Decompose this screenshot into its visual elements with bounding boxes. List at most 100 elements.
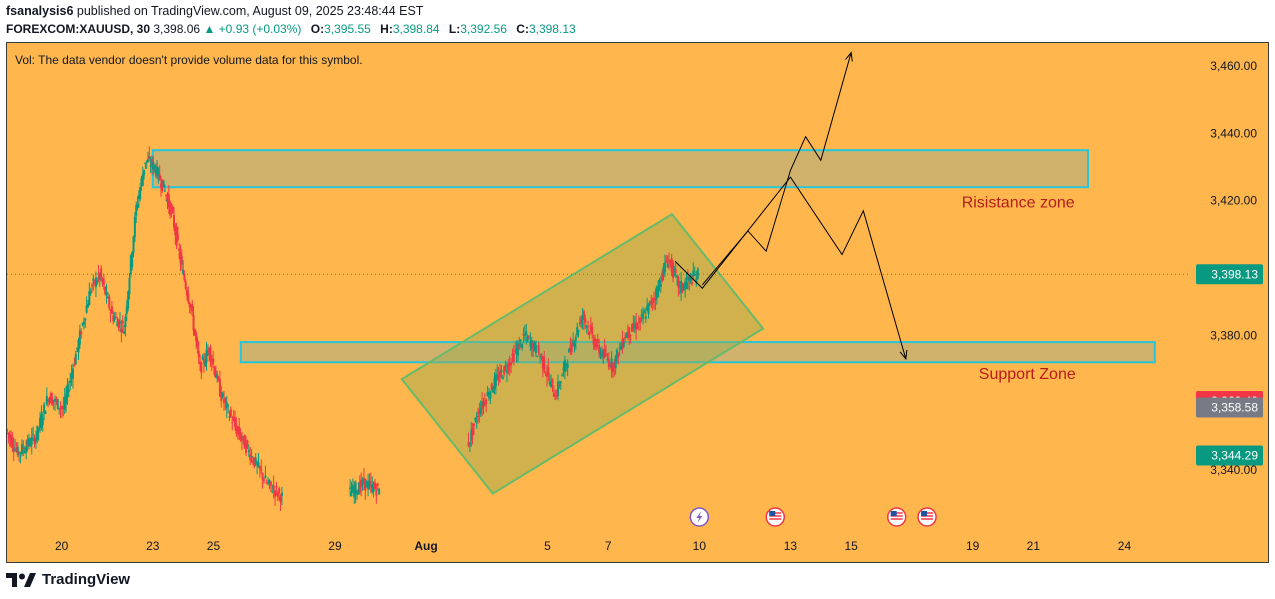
candle-body [169, 201, 172, 216]
symbol-label[interactable]: FOREXCOM:XAUUSD, 30 [6, 22, 151, 36]
candle-body [688, 276, 691, 282]
candle-body [43, 404, 46, 412]
candle-body [143, 169, 146, 176]
candle-body [550, 381, 553, 387]
candle-body [140, 177, 143, 184]
candle-body [533, 342, 536, 349]
candle-body [133, 216, 136, 237]
candle-body [197, 350, 200, 357]
candle-body [529, 341, 532, 347]
candle-body [216, 374, 219, 379]
candle-body [86, 303, 89, 308]
candle-body [361, 479, 364, 485]
candle-body [117, 319, 120, 329]
candle-body [173, 215, 176, 228]
candle-body [39, 417, 42, 428]
candle-body [135, 205, 138, 216]
chart-pane[interactable] [6, 42, 1269, 563]
candle-body [578, 322, 581, 325]
candle-body [521, 343, 524, 348]
candle-body [486, 391, 489, 396]
candle-body [547, 367, 550, 375]
x-tick-label: 15 [844, 539, 858, 553]
candle-body [468, 442, 471, 446]
candle-body [19, 452, 22, 454]
x-tick-label: 23 [146, 539, 160, 553]
candle-body [154, 168, 157, 176]
candle-body [14, 448, 17, 451]
candle-body [225, 402, 228, 409]
support-zone [239, 341, 1156, 364]
candle-body [510, 362, 513, 366]
candle-body [174, 226, 177, 236]
candle-body [119, 321, 122, 324]
candle-body [220, 391, 223, 402]
author-name[interactable]: fsanalysis6 [6, 4, 74, 18]
candle-body [497, 376, 500, 381]
ohlc-legend: FOREXCOM:XAUUSD, 30 3,398.06 ▲ +0.93 (+0… [6, 22, 576, 36]
candle-body [576, 327, 579, 335]
x-tick-label: 10 [693, 539, 707, 553]
candle-body [628, 327, 631, 338]
candle-body [599, 352, 602, 356]
candle-body [214, 371, 217, 379]
candle-body [471, 427, 474, 436]
candle-body [250, 455, 253, 458]
candle-body [153, 165, 156, 169]
candle-body [235, 425, 238, 434]
candle-body [229, 409, 232, 417]
candle-body [150, 159, 153, 167]
candle-body [189, 304, 192, 309]
candle-body [245, 440, 248, 454]
us-flag-icon [886, 507, 907, 527]
candle-body [672, 262, 675, 278]
candle-body [690, 281, 693, 285]
candle-body [128, 278, 131, 295]
price-label-last [1196, 445, 1263, 466]
y-tick-label: 3,340.00 [1210, 463, 1257, 477]
candle-body [635, 322, 638, 331]
candle-body [616, 349, 619, 358]
candle-body [500, 369, 503, 373]
candle-body [279, 496, 282, 503]
candle-body [350, 491, 353, 497]
candle-body [501, 376, 504, 379]
close-value: 3,398.13 [528, 22, 576, 36]
volume-note: Vol: The data vendor doesn't provide vol… [15, 53, 363, 67]
candle-body [611, 363, 614, 373]
candle-body [507, 363, 510, 371]
candle-body [66, 384, 69, 397]
candle-body [27, 438, 30, 445]
candle-body [26, 439, 29, 447]
candle-body [201, 356, 204, 360]
candle-body [210, 359, 213, 362]
candle-body [376, 483, 379, 486]
candle-body [680, 281, 683, 293]
candle-body [555, 394, 558, 397]
candle-body [499, 370, 502, 378]
candle-body [663, 262, 666, 273]
candle-body [265, 482, 268, 484]
candle-body [253, 457, 256, 467]
candle-body [548, 381, 551, 384]
candle-body [85, 305, 88, 313]
candle-body [120, 328, 123, 333]
candle-body [369, 481, 372, 484]
candle-body [132, 236, 135, 254]
candle-body [494, 374, 497, 387]
candle-body [183, 274, 186, 281]
candle-body [158, 173, 161, 180]
candle-body [528, 336, 531, 338]
projection-up-path-arrowhead [845, 51, 853, 62]
candle-body [52, 399, 55, 402]
x-tick-label: 20 [55, 539, 69, 553]
candle-body [11, 437, 14, 448]
candle-body [536, 355, 539, 357]
candle-body [33, 438, 36, 445]
x-tick-label: Aug [414, 539, 437, 553]
candle-body [626, 332, 629, 337]
candle-body [666, 263, 669, 268]
candle-body [479, 408, 482, 415]
candle-body [372, 486, 375, 492]
